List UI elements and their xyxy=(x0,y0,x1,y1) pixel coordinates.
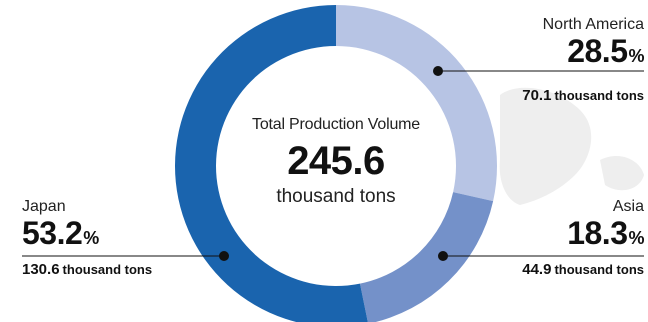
leader-dot-asia xyxy=(438,251,448,261)
region-percent: 18.3% xyxy=(522,216,644,255)
center-total-value: 245.6 xyxy=(287,139,385,183)
center-summary: Total Production Volume 245.6 thousand t… xyxy=(186,116,486,208)
percent-value: 18.3 xyxy=(567,215,628,251)
percent-sign: % xyxy=(83,228,99,248)
region-name: Asia xyxy=(612,198,644,215)
region-name: North America xyxy=(542,16,644,33)
center-title: Total Production Volume xyxy=(252,116,420,133)
donut-slices xyxy=(175,5,497,322)
amount-unit: thousand tons xyxy=(554,262,644,277)
region-percent: 53.2% xyxy=(22,216,152,255)
map-landmass xyxy=(499,87,644,205)
amount-value: 70.1 xyxy=(522,87,552,104)
percent-sign: % xyxy=(628,46,644,66)
percent-value: 28.5 xyxy=(567,33,628,69)
slice-north-america xyxy=(336,5,497,202)
leader-lines xyxy=(22,66,644,261)
slice-label-north-america: North America 28.5% 70.1 thousand tons xyxy=(522,16,644,104)
region-amount: 130.6 thousand tons xyxy=(22,261,152,278)
percent-sign: % xyxy=(628,228,644,248)
slice-asia xyxy=(359,192,494,322)
region-amount: 70.1 thousand tons xyxy=(522,87,644,104)
leader-dot-japan xyxy=(219,251,229,261)
percent-value: 53.2 xyxy=(22,215,83,251)
amount-unit: thousand tons xyxy=(554,88,644,103)
slice-label-asia: Asia 18.3% 44.9 thousand tons xyxy=(522,198,644,278)
amount-value: 44.9 xyxy=(522,261,552,278)
world-map-background xyxy=(499,87,644,205)
region-amount: 44.9 thousand tons xyxy=(522,261,644,278)
leader-dot-north-america xyxy=(433,66,443,76)
region-percent: 28.5% xyxy=(522,34,644,73)
slice-label-japan: Japan 53.2% 130.6 thousand tons xyxy=(22,198,152,278)
amount-value: 130.6 xyxy=(22,261,60,278)
slice-japan xyxy=(175,5,368,322)
center-unit: thousand tons xyxy=(276,186,396,207)
region-name: Japan xyxy=(22,198,66,215)
amount-unit: thousand tons xyxy=(62,262,153,277)
